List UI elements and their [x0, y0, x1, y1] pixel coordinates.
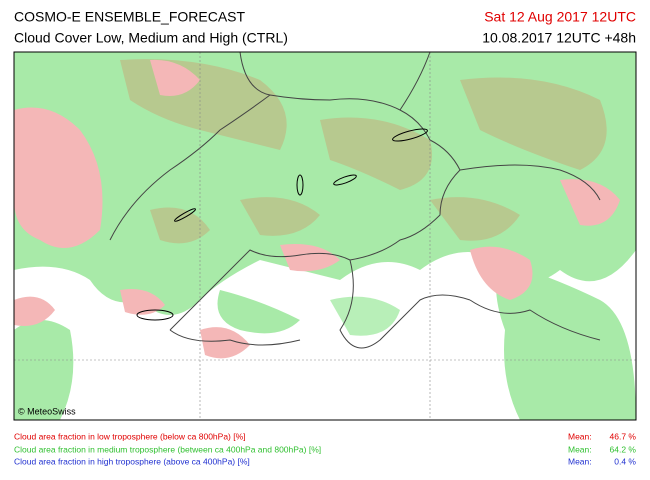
legend-low: Cloud area fraction in low troposphere (… — [14, 431, 246, 441]
legend-medium: Cloud area fraction in medium tropospher… — [14, 444, 321, 454]
legend: Cloud area fraction in low troposphere (… — [14, 431, 636, 466]
subtitle: Cloud Cover Low, Medium and High (CTRL) — [14, 30, 288, 46]
mean-label: Mean: — [568, 444, 592, 454]
mean-value: 0.4 % — [614, 456, 636, 466]
run-time: 10.08.2017 12UTC +48h — [482, 30, 636, 46]
mean-label: Mean: — [568, 456, 592, 466]
title: COSMO-E ENSEMBLE_FORECAST — [14, 9, 245, 25]
copyright: © MeteoSwiss — [18, 406, 76, 416]
mean-value: 64.2 % — [610, 444, 637, 454]
mean-value: 46.7 % — [610, 431, 637, 441]
map: © MeteoSwiss — [13, 51, 637, 421]
legend-high: Cloud area fraction in high troposphere … — [14, 456, 250, 466]
valid-time: Sat 12 Aug 2017 12UTC — [484, 9, 636, 25]
mean-label: Mean: — [568, 431, 592, 441]
